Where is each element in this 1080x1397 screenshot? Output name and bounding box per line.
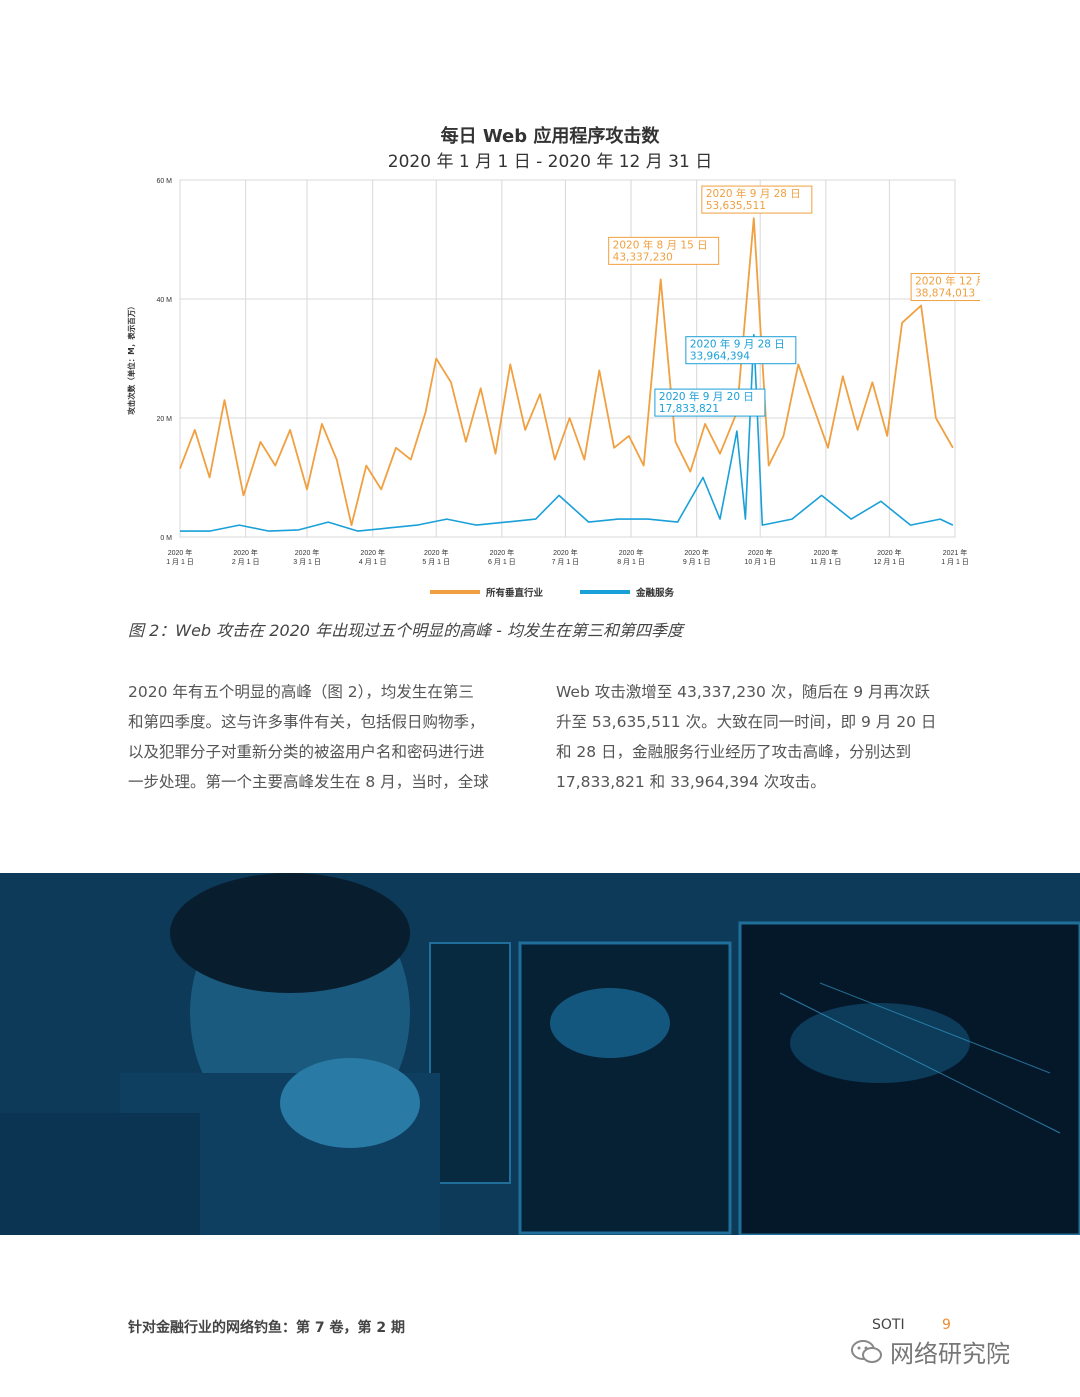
y-axis-label: 攻击次数（单位：M，表示百万） bbox=[126, 302, 136, 414]
annotation-value: 53,635,511 bbox=[706, 200, 766, 212]
x-tick-label: 9 月 1 日 bbox=[683, 558, 711, 566]
x-tick-label: 11 月 1 日 bbox=[810, 558, 841, 566]
x-tick-label: 2020 年 bbox=[168, 548, 193, 557]
plot-frame bbox=[179, 179, 956, 538]
body-line: 以及犯罪分子对重新分类的被盗用户名和密码进行进 bbox=[128, 743, 485, 761]
x-tick-label: 1 月 1 日 bbox=[166, 558, 194, 566]
x-tick-label: 6 月 1 日 bbox=[488, 558, 516, 566]
x-tick-label: 2020 年 bbox=[684, 548, 709, 557]
wechat-icon bbox=[851, 1339, 882, 1363]
x-tick-label: 5 月 1 日 bbox=[422, 558, 450, 566]
annotation-value: 43,337,230 bbox=[613, 251, 673, 263]
chart-title: 每日 Web 应用程序攻击数 bbox=[440, 126, 660, 147]
x-tick-label: 2020 年 bbox=[490, 548, 515, 557]
annotation-box bbox=[654, 388, 766, 417]
analyst-photo bbox=[0, 873, 1080, 1235]
body-line: 和 28 日，金融服务行业经历了攻击高峰，分别达到 bbox=[556, 743, 912, 761]
body-line: Web 攻击激增至 43,337,230 次，随后在 9 月再次跃 bbox=[556, 683, 931, 701]
x-tick-label: 12 月 1 日 bbox=[874, 558, 906, 566]
x-tick-label: 2020 年 bbox=[424, 548, 449, 557]
watermark: 网络研究院 bbox=[850, 1334, 1010, 1369]
x-tick-label: 1 月 1 日 bbox=[941, 558, 969, 566]
body-line: 一步处理。第一个主要高峰发生在 8 月，当时，全球 bbox=[128, 773, 489, 791]
body-text-right: Web 攻击激增至 43,337,230 次，随后在 9 月再次跃 升至 53,… bbox=[556, 677, 956, 797]
figure-caption: 图 2：Web 攻击在 2020 年出现过五个明显的高峰 - 均发生在第三和第四… bbox=[128, 621, 684, 640]
annotation-date: 2020 年 9 月 28 日 bbox=[690, 338, 785, 351]
series-line-all-verticals bbox=[179, 217, 954, 527]
annotation-date: 2020 年 9 月 28 日 bbox=[706, 187, 801, 200]
x-tick-label: 7 月 1 日 bbox=[552, 558, 580, 566]
x-tick-label: 3 月 1 日 bbox=[293, 558, 321, 566]
chart-subtitle: 2020 年 1 月 1 日 - 2020 年 12 月 31 日 bbox=[387, 152, 713, 172]
body-line: 升至 53,635,511 次。大致在同一时间，即 9 月 20 日 bbox=[556, 713, 937, 731]
x-tick-label: 2020 年 bbox=[748, 548, 773, 557]
annotation-value: 17,833,821 bbox=[659, 403, 719, 415]
y-tick-label: 0 M bbox=[160, 535, 172, 542]
x-tick-label: 2020 年 bbox=[233, 548, 258, 557]
x-tick-label: 2 月 1 日 bbox=[232, 558, 260, 566]
annotation-box bbox=[910, 273, 980, 302]
y-tick-label: 20 M bbox=[156, 416, 172, 423]
x-tick-label: 2020 年 bbox=[360, 548, 385, 557]
x-tick-label: 2020 年 bbox=[619, 548, 644, 557]
x-tick-label: 2020 年 bbox=[295, 548, 320, 557]
series-line-financial bbox=[180, 333, 954, 532]
page-number: 9 bbox=[942, 1317, 951, 1333]
annotation-date: 2020 年 8 月 15 日 bbox=[613, 238, 708, 251]
annotation-box bbox=[701, 185, 813, 214]
annotation-date: 2020 年 12 月 16 日 bbox=[915, 275, 980, 288]
annotation-box bbox=[608, 236, 720, 265]
legend-label: 所有垂直行业 bbox=[486, 587, 544, 599]
footer-publication: 针对金融行业的网络钓鱼：第 7 卷，第 2 期 bbox=[128, 1320, 405, 1336]
y-tick-label: 40 M bbox=[156, 297, 172, 304]
annotation-value: 38,874,013 bbox=[915, 288, 975, 300]
legend-label: 金融服务 bbox=[635, 587, 675, 599]
x-tick-label: 10 月 1 日 bbox=[744, 558, 776, 566]
footer-soti: SOTI bbox=[872, 1317, 905, 1333]
x-tick-label: 8 月 1 日 bbox=[617, 558, 645, 566]
annotation-box bbox=[685, 336, 797, 365]
annotation-value: 33,964,394 bbox=[690, 351, 750, 363]
body-line: 17,833,821 和 33,964,394 次攻击。 bbox=[556, 773, 826, 791]
x-tick-label: 4 月 1 日 bbox=[359, 558, 387, 566]
y-tick-label: 60 M bbox=[156, 178, 172, 185]
x-tick-label: 2020 年 bbox=[553, 548, 578, 557]
body-line: 2020 年有五个明显的高峰（图 2），均发生在第三 bbox=[128, 683, 474, 701]
x-tick-label: 2021 年 bbox=[943, 548, 968, 557]
annotation-date: 2020 年 9 月 20 日 bbox=[659, 390, 754, 403]
body-text-left: 2020 年有五个明显的高峰（图 2），均发生在第三 和第四季度。这与许多事件有… bbox=[128, 677, 528, 797]
x-tick-label: 2020 年 bbox=[877, 548, 902, 557]
x-tick-label: 2020 年 bbox=[814, 548, 839, 557]
body-line: 和第四季度。这与许多事件有关，包括假日购物季， bbox=[128, 713, 485, 731]
watermark-text: 网络研究院 bbox=[890, 1340, 1010, 1368]
